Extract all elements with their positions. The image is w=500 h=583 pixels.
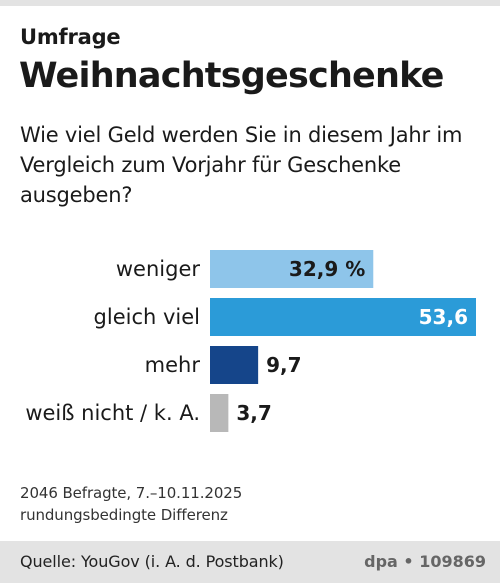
bar	[210, 250, 374, 288]
footer-bar: Quelle: YouGov (i. A. d. Postbank) dpa •…	[0, 541, 500, 583]
source-label: Quelle: YouGov (i. A. d. Postbank)	[20, 552, 284, 571]
chart-title: Weihnachtsgeschenke	[19, 56, 444, 96]
value-label: 3,7	[236, 401, 271, 425]
footnote-respondents: 2046 Befragte, 7.–10.11.2025	[20, 484, 243, 502]
footnote: 2046 Befragte, 7.–10.11.2025 rundungsbed…	[20, 482, 242, 526]
bar	[210, 394, 229, 432]
agency-credit: dpa • 109869	[364, 552, 486, 571]
category-label: weiß nicht / k. A.	[25, 401, 200, 425]
bar	[210, 298, 476, 336]
bar	[210, 346, 259, 384]
footnote-rounding: rundungsbedingte Differenz	[20, 506, 228, 524]
value-label: 53,6	[419, 305, 468, 329]
top-rule	[0, 0, 500, 6]
kicker: Umfrage	[20, 25, 121, 49]
bar-chart: weniger 32,9 % gleich viel 53,6 mehr 9,7 weiß …	[25, 250, 476, 432]
value-label: 32,9 %	[289, 257, 365, 281]
survey-question: Wie viel Geld werden Sie in diesem Jahr …	[20, 123, 463, 207]
category-label: mehr	[145, 353, 201, 377]
category-label: weniger	[116, 257, 200, 281]
category-label: gleich viel	[94, 305, 200, 329]
value-label: 9,7	[266, 353, 301, 377]
